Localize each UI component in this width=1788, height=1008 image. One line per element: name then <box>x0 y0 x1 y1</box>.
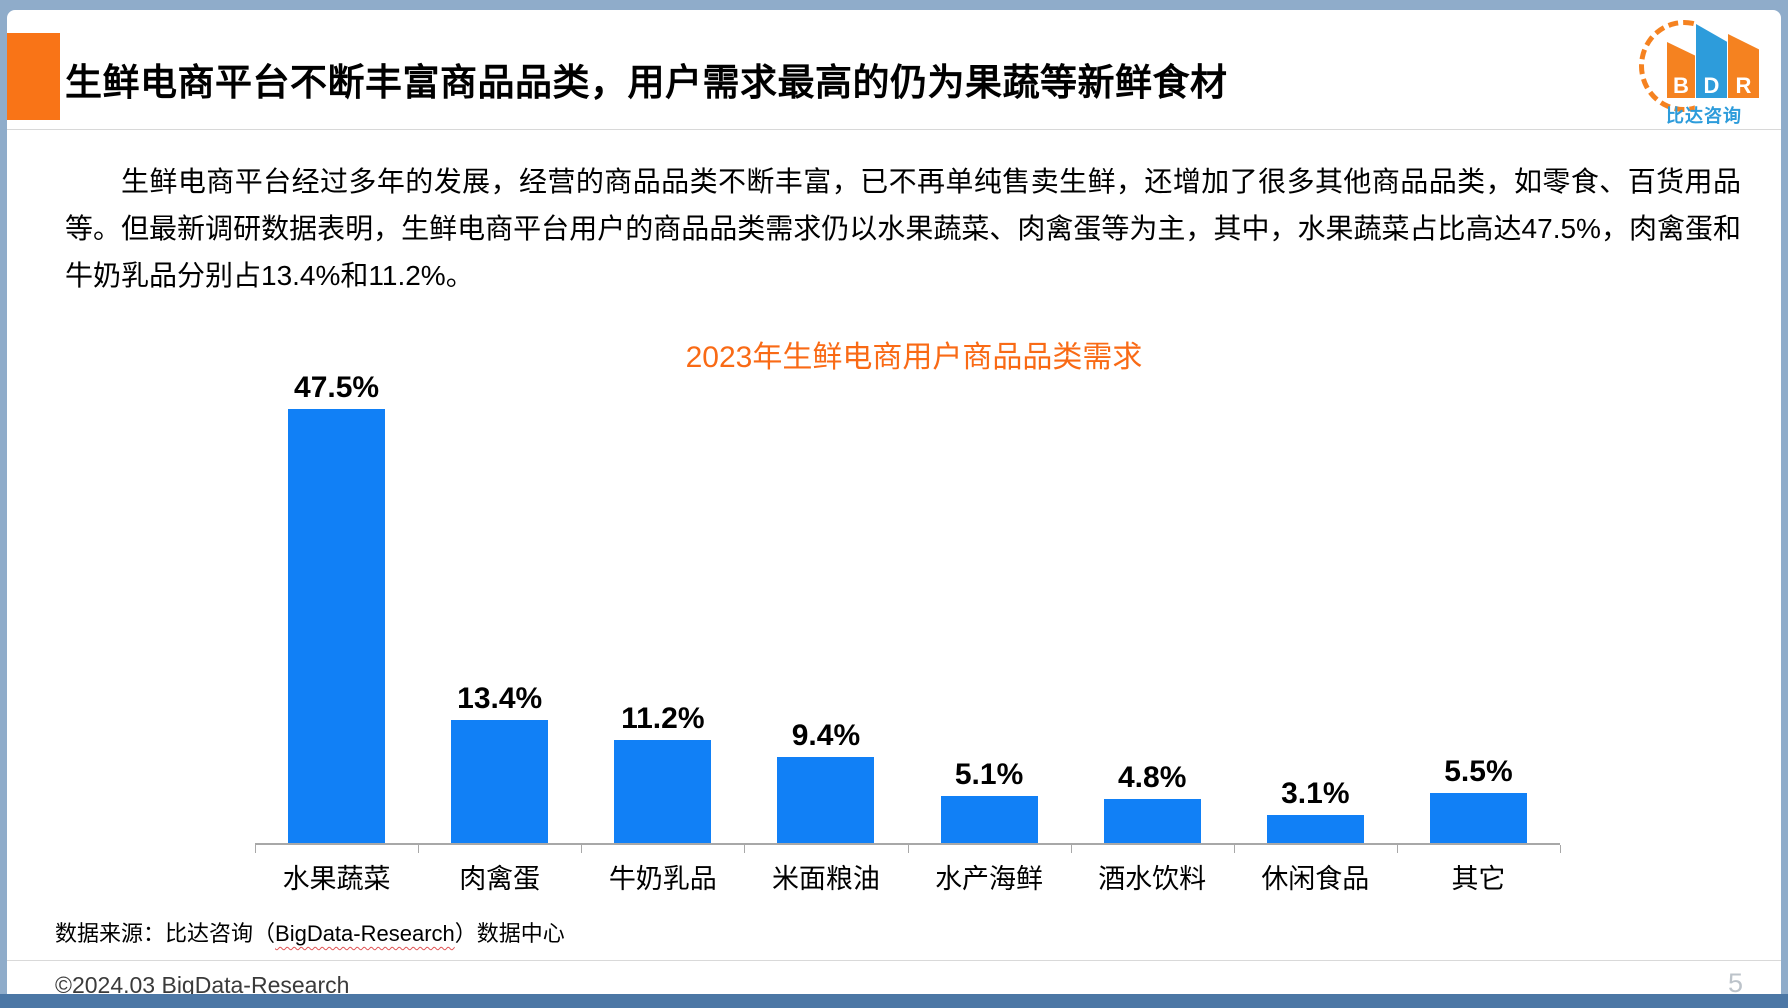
category-label: 米面粮油 <box>771 864 880 894</box>
source-suffix: ）数据中心 <box>454 921 565 946</box>
bar-column: 47.5% <box>255 373 418 843</box>
category-label: 牛奶乳品 <box>608 864 717 894</box>
source-underlined-text: BigData-Research <box>275 921 455 946</box>
category-label: 水产海鲜 <box>935 864 1044 894</box>
axis-tick <box>1560 845 1561 853</box>
bar-value-label: 13.4% <box>457 682 543 715</box>
bar-value-label: 11.2% <box>621 702 705 735</box>
category-label: 水果蔬菜 <box>282 864 391 894</box>
bar-column: 4.8% <box>1071 373 1234 843</box>
header-divider <box>7 129 1781 130</box>
bdr-logo: B D R 比达咨询 <box>1639 16 1761 132</box>
footer-divider <box>7 960 1781 961</box>
logo-flag-b: B <box>1667 42 1695 98</box>
logo-flag-d: D <box>1696 24 1727 98</box>
bar <box>451 720 549 843</box>
body-paragraph: 生鲜电商平台经过多年的发展，经营的商品品类不断丰富，已不再单纯售卖生鲜，还增加了… <box>65 166 1741 291</box>
bar-column: 11.2% <box>581 373 744 843</box>
category-label: 酒水饮料 <box>1098 864 1207 894</box>
axis-tick <box>744 845 746 853</box>
category-label: 其它 <box>1451 864 1506 894</box>
chart-title: 2023年生鲜电商用户商品品类需求 <box>685 341 1143 374</box>
bar-column: 9.4% <box>744 373 907 843</box>
bar-value-label: 3.1% <box>1281 777 1350 810</box>
source-prefix: 数据来源：比达咨询（ <box>55 921 276 946</box>
bar-column: 5.5% <box>1397 373 1560 843</box>
title-accent-square <box>7 33 60 120</box>
bar-value-label: 47.5% <box>294 371 380 404</box>
logo-subtitle: 比达咨询 <box>1666 106 1742 126</box>
bar <box>940 796 1038 843</box>
axis-tick <box>1070 845 1072 853</box>
chart-plot: 47.5% 13.4% 11.2% 9.4% 5.1% 4.8% 3.1% 5.5% <box>255 373 1560 843</box>
frame-bottom-band <box>0 994 1788 1008</box>
bar-column: 5.1% <box>908 373 1071 843</box>
bar <box>614 740 712 843</box>
page-number: 5 <box>1727 968 1743 994</box>
chart-x-axis <box>255 843 1561 853</box>
bar-column: 13.4% <box>418 373 581 843</box>
category-label: 休闲食品 <box>1261 864 1370 894</box>
chart-categories: 水果蔬菜 肉禽蛋 牛奶乳品 米面粮油 水产海鲜 酒水饮料 休闲食品 其它 <box>255 857 1560 896</box>
bar <box>1266 815 1364 843</box>
bar-value-label: 5.1% <box>954 758 1024 791</box>
axis-tick <box>418 845 420 853</box>
axis-tick <box>1233 845 1235 853</box>
bar <box>777 757 875 843</box>
bar-value-label: 4.8% <box>1117 761 1187 794</box>
axis-tick <box>907 845 909 853</box>
axis-tick <box>255 845 256 853</box>
bar <box>1103 799 1201 843</box>
axis-tick <box>581 845 583 853</box>
logo-flag-r: R <box>1728 34 1759 98</box>
axis-tick <box>1396 845 1398 853</box>
bar-column: 3.1% <box>1234 373 1397 843</box>
bar <box>1429 793 1527 843</box>
category-label: 肉禽蛋 <box>459 864 541 894</box>
data-source-note: 数据来源：比达咨询（BigData-Research）数据中心 <box>55 916 565 948</box>
slide: 生鲜电商平台不断丰富商品品类，用户需求最高的仍为果蔬等新鲜食材 B D R 比达… <box>7 10 1781 994</box>
logo-flags-icon: B D R <box>1667 24 1759 98</box>
bar <box>288 409 386 843</box>
page-title: 生鲜电商平台不断丰富商品品类，用户需求最高的仍为果蔬等新鲜食材 <box>65 62 1228 103</box>
bar-value-label: 9.4% <box>791 719 861 752</box>
footer-copyright: ©2024.03 BigData-Research <box>55 972 350 994</box>
bar-value-label: 5.5% <box>1444 755 1513 788</box>
